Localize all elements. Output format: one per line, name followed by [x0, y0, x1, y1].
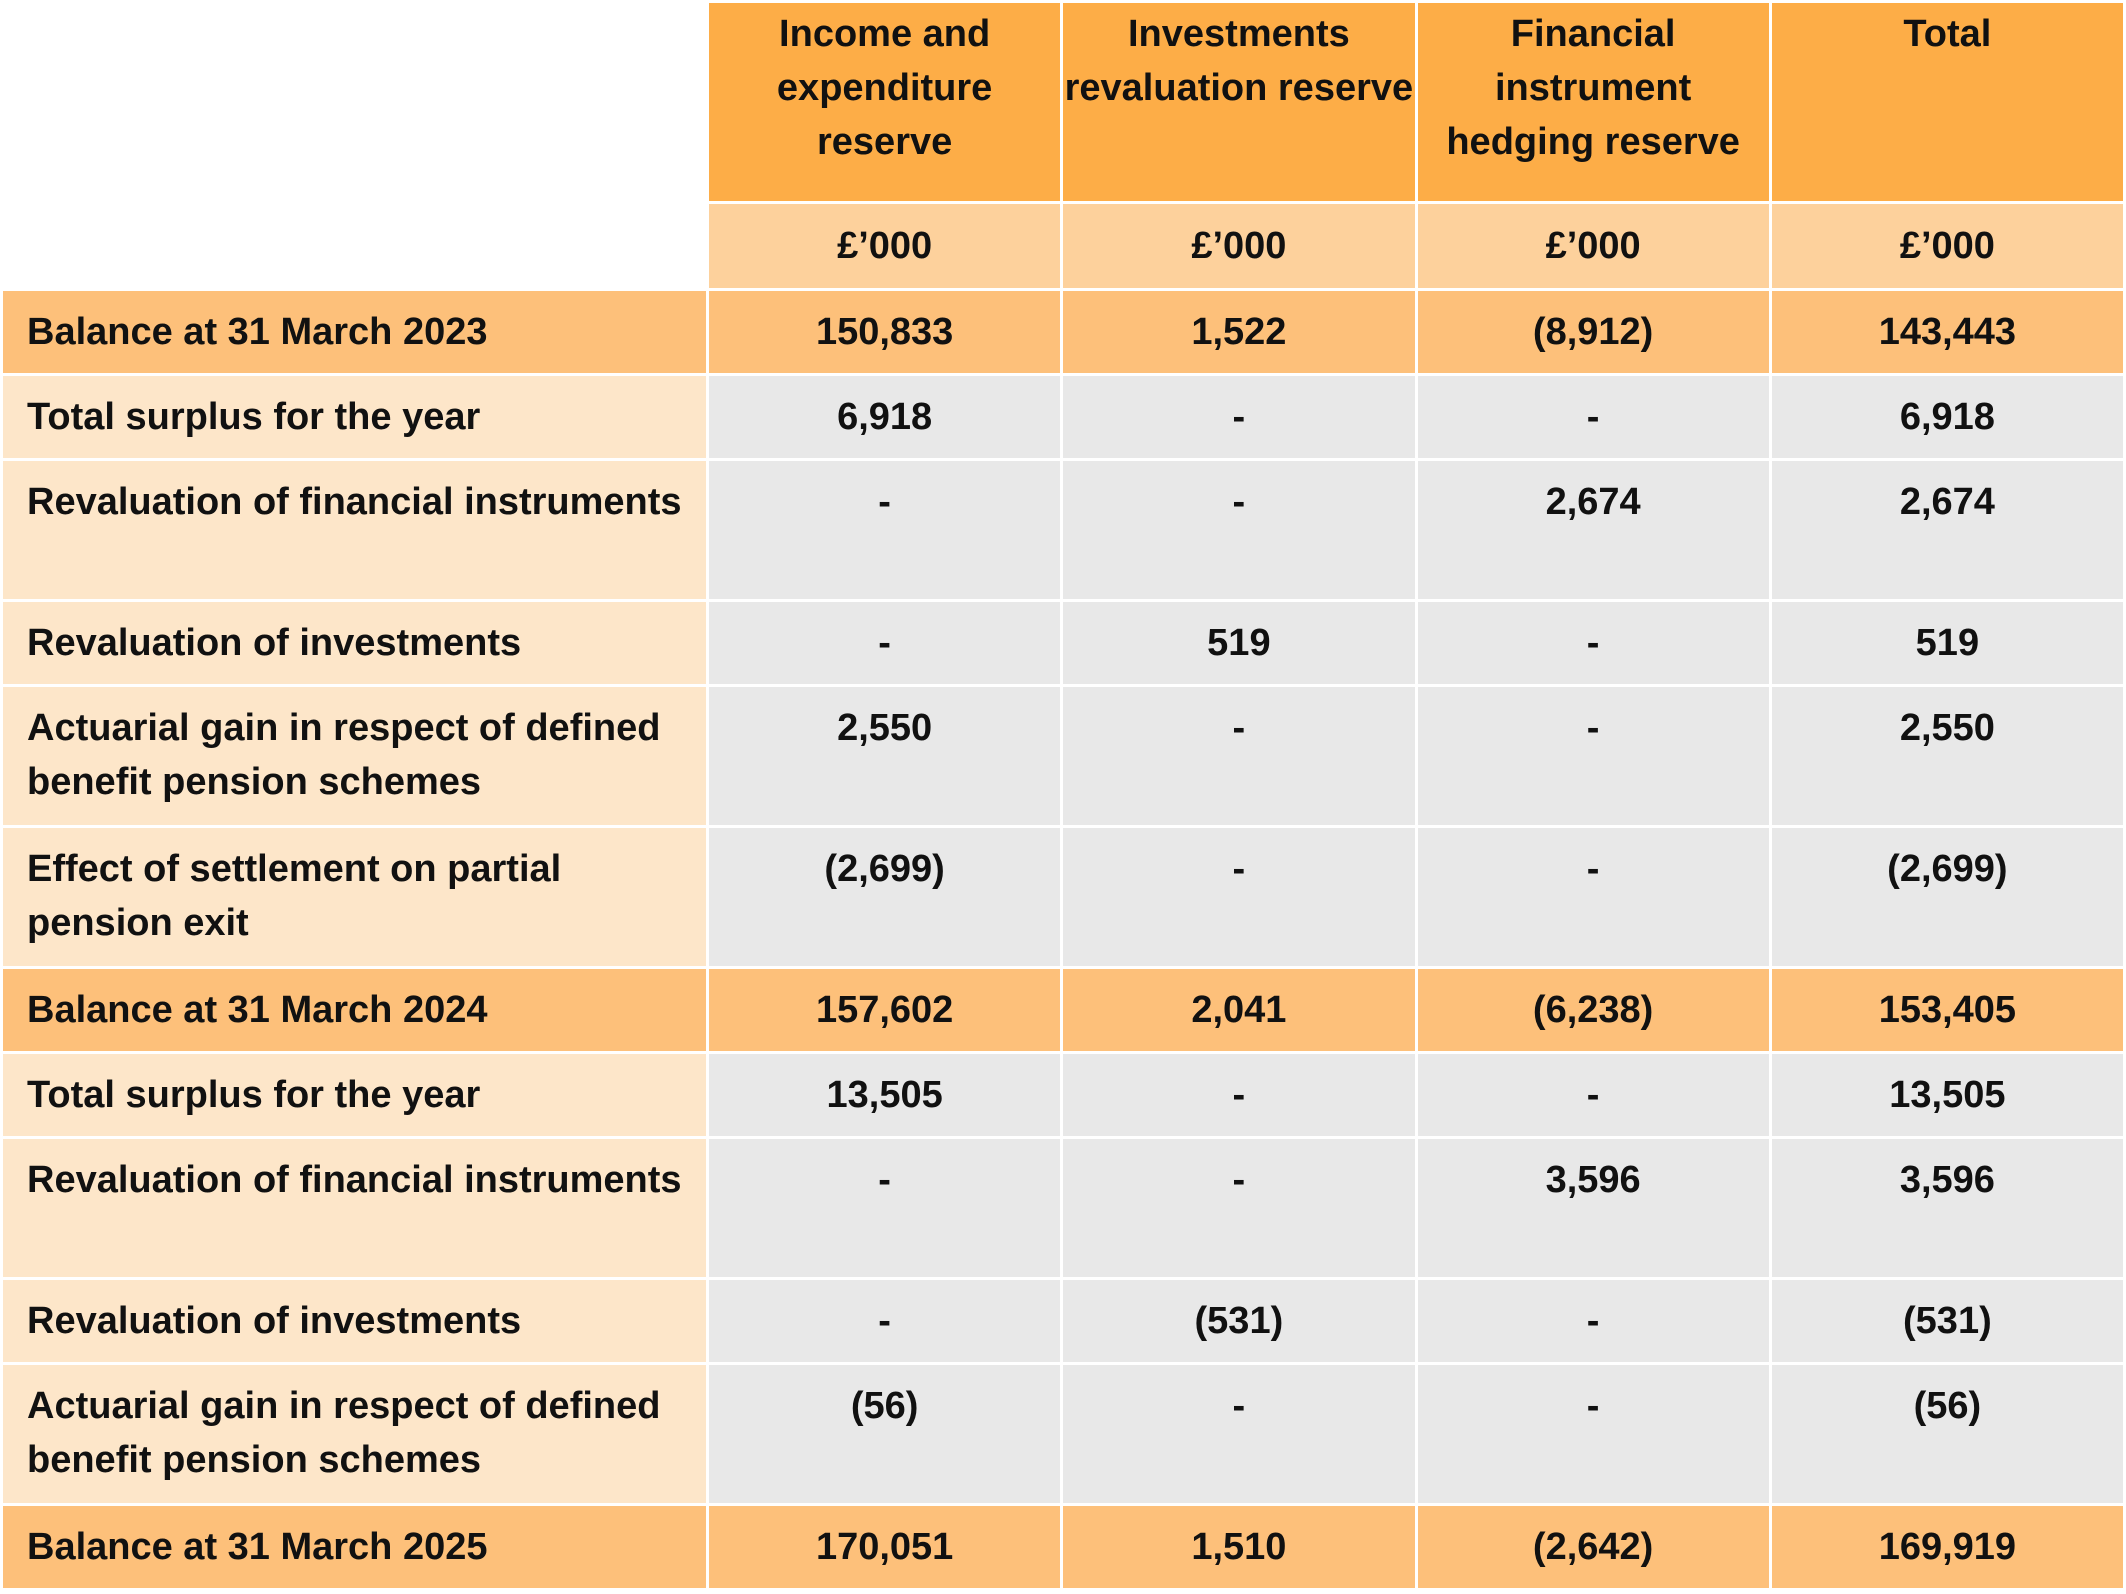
cell-value: 2,550	[709, 687, 1061, 825]
row-label: Balance at 31 March 2024	[3, 969, 706, 1051]
unit-label: £’000	[709, 204, 1061, 288]
cell-value: -	[1063, 1365, 1415, 1503]
cell-value: 2,550	[1771, 687, 2123, 825]
cell-value: -	[1063, 1054, 1415, 1136]
cell-value: 157,602	[709, 969, 1061, 1051]
cell-value: 519	[1063, 602, 1415, 684]
cell-value: (531)	[1771, 1280, 2123, 1362]
cell-value: 1,510	[1063, 1506, 1415, 1588]
row-label: Total surplus for the year	[3, 376, 706, 458]
row-label: Actuarial gain in respect of defined ben…	[3, 687, 706, 825]
balance-row: Balance at 31 March 2024 157,602 2,041 (6,2…	[3, 969, 2123, 1051]
cell-value: -	[1417, 376, 1769, 458]
cell-value: -	[1063, 687, 1415, 825]
header-row: Income and expenditure reserve Investment…	[3, 3, 2123, 201]
column-header: Financial instrument hedging reserve	[1417, 3, 1769, 201]
cell-value: -	[1417, 1054, 1769, 1136]
cell-value: -	[1063, 828, 1415, 966]
cell-value: (2,642)	[1417, 1506, 1769, 1588]
cell-value: -	[1417, 602, 1769, 684]
item-row: Actuarial gain in respect of defined ben…	[3, 687, 2123, 825]
cell-value: -	[1417, 1280, 1769, 1362]
item-row: Total surplus for the year 13,505- -13,505	[3, 1054, 2123, 1136]
cell-value: (2,699)	[1771, 828, 2123, 966]
cell-value: 150,833	[709, 291, 1061, 373]
cell-value: 13,505	[709, 1054, 1061, 1136]
row-label: Balance at 31 March 2025	[3, 1506, 706, 1588]
row-label: Revaluation of financial instruments	[3, 1139, 706, 1277]
cell-value: 143,443	[1771, 291, 2123, 373]
column-header: Income and expenditure reserve	[709, 3, 1061, 201]
item-row: Revaluation of financial instruments - -3,…	[3, 1139, 2123, 1277]
row-label: Actuarial gain in respect of defined ben…	[3, 1365, 706, 1503]
units-row: £’000 £’000 £’000 £’000	[3, 204, 2123, 288]
cell-value: -	[709, 1139, 1061, 1277]
cell-value: (6,238)	[1417, 969, 1769, 1051]
cell-value: 1,522	[1063, 291, 1415, 373]
row-label: Revaluation of investments	[3, 602, 706, 684]
cell-value: 6,918	[1771, 376, 2123, 458]
cell-value: 153,405	[1771, 969, 2123, 1051]
item-row: Revaluation of financial instruments - -2,…	[3, 461, 2123, 599]
cell-value: -	[1063, 1139, 1415, 1277]
cell-value: -	[709, 461, 1061, 599]
row-label: Total surplus for the year	[3, 1054, 706, 1136]
item-row: Effect of settlement on partial pension …	[3, 828, 2123, 966]
unit-label: £’000	[1417, 204, 1769, 288]
cell-value: 170,051	[709, 1506, 1061, 1588]
cell-value: 2,674	[1771, 461, 2123, 599]
item-row: Actuarial gain in respect of defined ben…	[3, 1365, 2123, 1503]
cell-value: 6,918	[709, 376, 1061, 458]
blank-cell	[3, 3, 706, 201]
cell-value: -	[1063, 461, 1415, 599]
cell-value: 3,596	[1417, 1139, 1769, 1277]
balance-row: Balance at 31 March 2025 170,051 1,510 (2,6…	[3, 1506, 2123, 1588]
balance-row: Balance at 31 March 2023 150,833 1,522 (8,9…	[3, 291, 2123, 373]
cell-value: -	[709, 1280, 1061, 1362]
cell-value: 3,596	[1771, 1139, 2123, 1277]
row-label: Revaluation of investments	[3, 1280, 706, 1362]
unit-label: £’000	[1063, 204, 1415, 288]
cell-value: 169,919	[1771, 1506, 2123, 1588]
item-row: Revaluation of investments -519-519	[3, 602, 2123, 684]
cell-value: 519	[1771, 602, 2123, 684]
row-label: Balance at 31 March 2023	[3, 291, 706, 373]
cell-value: -	[1063, 376, 1415, 458]
unit-label: £’000	[1771, 204, 2123, 288]
cell-value: -	[1417, 687, 1769, 825]
row-label: Revaluation of financial instruments	[3, 461, 706, 599]
item-row: Revaluation of investments - (531) - (531)	[3, 1280, 2123, 1362]
cell-value: (531)	[1063, 1280, 1415, 1362]
cell-value: (56)	[1771, 1365, 2123, 1503]
column-header: Investments revaluation reserve	[1063, 3, 1415, 201]
cell-value: 13,505	[1771, 1054, 2123, 1136]
cell-value: 2,674	[1417, 461, 1769, 599]
item-row: Total surplus for the year 6,918- -6,918	[3, 376, 2123, 458]
cell-value: (8,912)	[1417, 291, 1769, 373]
cell-value: -	[1417, 1365, 1769, 1503]
blank-cell	[3, 204, 706, 288]
cell-value: (2,699)	[709, 828, 1061, 966]
column-header: Total	[1771, 3, 2123, 201]
cell-value: (56)	[709, 1365, 1061, 1503]
cell-value: -	[709, 602, 1061, 684]
cell-value: -	[1417, 828, 1769, 966]
row-label: Effect of settlement on partial pension …	[3, 828, 706, 966]
cell-value: 2,041	[1063, 969, 1415, 1051]
